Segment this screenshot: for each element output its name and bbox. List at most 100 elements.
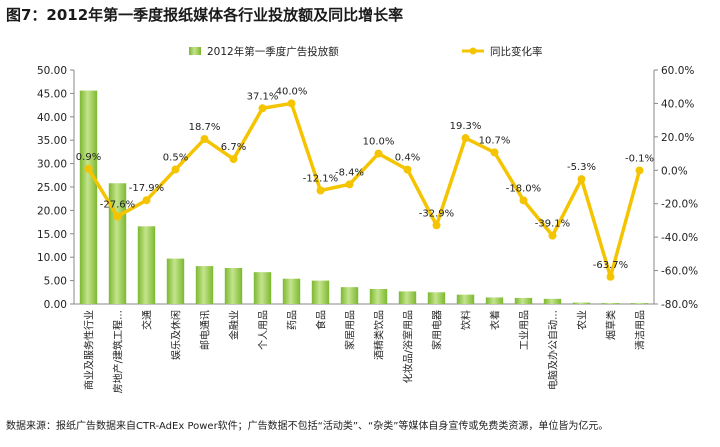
bar bbox=[398, 291, 417, 304]
line-data-label: 0.4% bbox=[395, 153, 420, 164]
category-label: 金融业 bbox=[228, 310, 241, 340]
bar bbox=[369, 289, 388, 304]
bar bbox=[311, 280, 330, 304]
category-label: 邮电通讯 bbox=[199, 310, 212, 350]
left-tick-label: 40.00 bbox=[37, 112, 67, 124]
bar bbox=[224, 267, 243, 304]
data-source-note: 数据来源：报纸广告数据来自CTR-AdEx Power软件；广告数据不包括“活动… bbox=[6, 421, 609, 432]
bar bbox=[485, 297, 504, 304]
line-point bbox=[142, 196, 151, 205]
category-label: 饮料 bbox=[460, 310, 473, 330]
line-data-label: -63.7% bbox=[593, 260, 628, 271]
bar bbox=[543, 298, 562, 304]
line-point bbox=[113, 212, 122, 221]
bar bbox=[253, 272, 272, 304]
line-data-label: -12.1% bbox=[303, 174, 338, 185]
category-label: 酒精类饮品 bbox=[373, 310, 386, 360]
line-data-label: -8.4% bbox=[335, 167, 364, 178]
left-tick-label: 20.00 bbox=[37, 205, 67, 217]
bar bbox=[137, 226, 156, 304]
line-point bbox=[577, 175, 586, 184]
line-data-label: -32.9% bbox=[419, 208, 454, 219]
line-data-label: 0.5% bbox=[163, 152, 188, 163]
legend-line-marker bbox=[469, 47, 477, 55]
line-point bbox=[635, 166, 644, 175]
bar bbox=[572, 302, 591, 304]
bar bbox=[630, 303, 649, 304]
category-label: 商业及服务性行业 bbox=[83, 310, 96, 390]
line-data-label: 37.1% bbox=[247, 91, 279, 102]
category-label: 清洁用品 bbox=[634, 310, 647, 350]
category-label: 化妆品/浴室用品 bbox=[402, 310, 415, 383]
category-label: 家用电器 bbox=[431, 310, 444, 350]
left-tick-label: 15.00 bbox=[37, 229, 67, 241]
line-data-label: -17.9% bbox=[129, 183, 164, 194]
right-tick-label: -60.0% bbox=[661, 266, 698, 278]
bar bbox=[456, 294, 475, 304]
bar-series bbox=[79, 90, 649, 304]
chart-legend: 2012年第一季度广告投放额 同比变化率 bbox=[189, 45, 543, 58]
line-point bbox=[374, 149, 383, 158]
line-point bbox=[287, 99, 296, 108]
left-tick-label: 50.00 bbox=[37, 65, 67, 77]
line-data-label: -27.6% bbox=[100, 199, 135, 210]
category-label: 烟草类 bbox=[605, 310, 618, 340]
bar bbox=[195, 266, 214, 304]
chart-title: 图7：2012年第一季度报纸媒体各行业投放额及同比增长率 bbox=[6, 6, 404, 24]
line-point bbox=[345, 180, 354, 189]
left-tick-label: 5.00 bbox=[44, 276, 67, 288]
line-data-label: 40.0% bbox=[276, 86, 308, 97]
line-data-label: 0.9% bbox=[76, 152, 101, 163]
right-tick-label: 40.0% bbox=[661, 98, 694, 110]
line-point bbox=[403, 165, 412, 174]
legend-bar-swatch bbox=[189, 47, 201, 55]
line-series: 0.9% -27.6% -17.9% 0.5% 18.7%6.7% 37.1%40.0% -… bbox=[76, 86, 654, 281]
legend-bar-label: 2012年第一季度广告投放额 bbox=[207, 45, 339, 58]
category-label: 药品 bbox=[287, 310, 299, 330]
line-path bbox=[87, 101, 642, 279]
line-point bbox=[490, 148, 499, 157]
right-tick-label: 60.0% bbox=[661, 65, 694, 77]
line-point bbox=[432, 221, 441, 230]
category-label: 衣着 bbox=[489, 310, 502, 330]
line-point bbox=[84, 164, 93, 173]
line-data-label: 18.7% bbox=[189, 122, 221, 133]
category-label: 交通 bbox=[141, 310, 154, 330]
right-tick-label: 20.0% bbox=[661, 132, 694, 144]
line-point bbox=[519, 196, 528, 205]
line-point bbox=[461, 134, 470, 143]
line-point bbox=[316, 186, 325, 195]
left-tick-label: 0.00 bbox=[44, 299, 67, 311]
category-label: 工业用品 bbox=[519, 310, 531, 350]
line-point bbox=[548, 231, 557, 240]
line-point bbox=[606, 272, 615, 281]
line-data-label: -39.1% bbox=[535, 219, 570, 230]
category-label: 房地产/建筑工程… bbox=[112, 310, 125, 393]
category-label: 电脑及办公自动… bbox=[547, 310, 560, 390]
left-tick-label: 45.00 bbox=[37, 88, 67, 100]
legend-line-label: 同比变化率 bbox=[490, 45, 543, 58]
line-point bbox=[171, 165, 180, 174]
bar bbox=[514, 297, 533, 304]
line-data-label: -18.0% bbox=[506, 183, 541, 194]
line-data-label: 10.7% bbox=[479, 135, 511, 146]
line-data-label: -5.3% bbox=[567, 162, 596, 173]
line-data-label: -0.1% bbox=[625, 153, 654, 164]
bar bbox=[427, 292, 446, 304]
left-tick-label: 10.00 bbox=[37, 252, 67, 264]
right-tick-label: 0.0% bbox=[661, 165, 688, 177]
category-label: 农业 bbox=[576, 310, 589, 330]
bar bbox=[282, 278, 301, 304]
right-tick-label: -20.0% bbox=[661, 199, 698, 211]
bar bbox=[166, 258, 185, 304]
category-label: 个人用品 bbox=[258, 310, 270, 350]
line-point bbox=[229, 155, 238, 164]
left-tick-label: 30.00 bbox=[37, 159, 67, 171]
category-label: 家居用品 bbox=[344, 310, 357, 350]
category-labels: 商业及服务性行业 房地产/建筑工程… 交通 娱乐及休闲 邮电通讯 金融业 个人用品 药品 食品家… bbox=[83, 310, 647, 393]
line-data-label: 10.0% bbox=[363, 137, 395, 148]
bar bbox=[601, 303, 620, 304]
line-data-label: 6.7% bbox=[221, 142, 246, 153]
right-tick-label: -80.0% bbox=[661, 299, 698, 311]
